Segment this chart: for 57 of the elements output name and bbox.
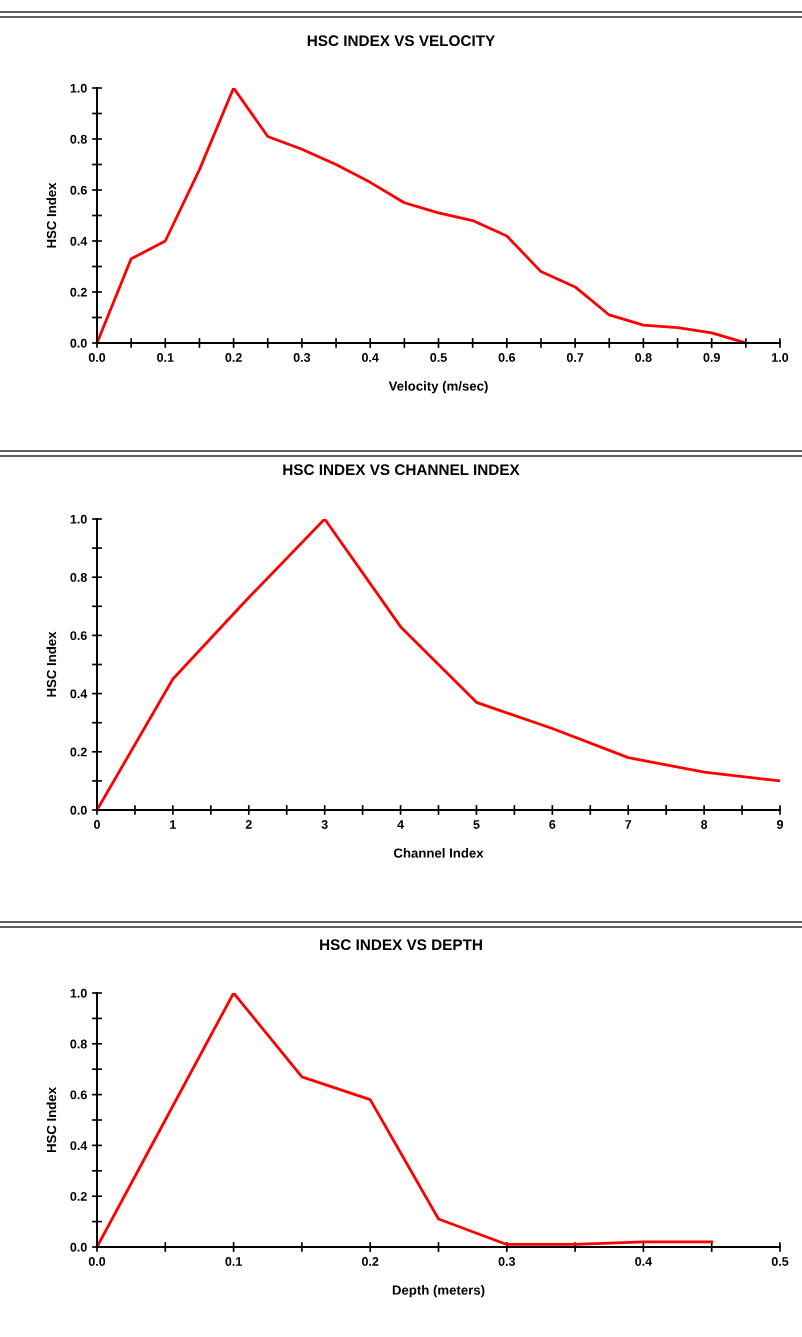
y-tick-label: 1.0	[70, 83, 87, 93]
chart-title: HSC INDEX VS CHANNEL INDEX	[283, 464, 520, 476]
x-tick-label: 0.5	[430, 353, 447, 362]
x-tick-label: 3	[321, 820, 328, 829]
y-tick-label: 0.6	[70, 631, 87, 641]
y-tick-label: 0.0	[70, 805, 87, 815]
x-tick-label: 0.6	[498, 353, 516, 362]
x-axis-title: Velocity (m/sec)	[388, 381, 488, 394]
y-tick-label: 0.8	[70, 1039, 87, 1049]
x-tick-label: 0.3	[498, 1257, 516, 1266]
x-tick-label: 1	[170, 820, 177, 829]
y-axis-title: HSC Index	[46, 631, 57, 697]
x-tick-label: 7	[625, 820, 632, 829]
y-tick-label: 0.4	[70, 689, 88, 699]
line-series	[97, 993, 714, 1247]
y-tick-label: 0.4	[70, 236, 88, 246]
y-axis-title: HSC Index	[46, 182, 57, 248]
x-tick-label: 0.3	[293, 353, 311, 362]
x-axis-title: Channel Index	[393, 848, 484, 858]
x-tick-label: 0.4	[635, 1257, 653, 1266]
y-tick-label: 0.0	[70, 1242, 87, 1252]
x-tick-label: 5	[473, 820, 480, 829]
x-tick-label: 0.4	[362, 353, 379, 362]
x-tick-label: 1.0	[772, 353, 789, 362]
x-tick-label: 0.1	[225, 1257, 242, 1266]
chart-title: HSC INDEX VS VELOCITY	[307, 35, 495, 47]
y-tick-label: 0.4	[70, 1141, 88, 1151]
y-tick-label: 0.6	[70, 185, 87, 195]
x-tick-label: 0.2	[225, 353, 242, 362]
y-tick-label: 1.0	[70, 514, 87, 524]
x-tick-label: 0.8	[635, 353, 652, 362]
y-tick-label: 0.8	[70, 134, 87, 144]
x-tick-label: 0.1	[157, 353, 174, 362]
x-tick-label: 2	[245, 820, 252, 829]
line-series	[97, 519, 780, 810]
y-tick-label: 0.2	[70, 287, 87, 297]
y-tick-label: 0.8	[70, 573, 87, 582]
x-tick-label: 0.0	[88, 353, 106, 362]
x-axis-title: Depth (meters)	[392, 1285, 485, 1298]
y-tick-label: 0.2	[70, 1192, 87, 1201]
line-series	[97, 88, 748, 343]
x-tick-label: 6	[549, 820, 556, 829]
x-tick-label: 0.0	[88, 1257, 106, 1266]
x-tick-label: 0	[94, 820, 100, 829]
y-tick-label: 0.6	[70, 1090, 87, 1100]
x-tick-label: 9	[776, 820, 784, 829]
y-axis-title: HSC Index	[46, 1087, 57, 1153]
y-tick-label: 1.0	[70, 988, 87, 998]
x-tick-label: 0.7	[566, 353, 584, 362]
x-tick-label: 0.5	[771, 1257, 789, 1266]
x-tick-label: 0.2	[362, 1257, 379, 1266]
chart-title: HSC INDEX VS DEPTH	[320, 939, 482, 951]
y-tick-label: 0.2	[70, 747, 87, 757]
x-tick-label: 4	[397, 820, 404, 829]
y-tick-label: 0.0	[70, 338, 87, 348]
x-tick-label: 0.9	[703, 353, 720, 362]
x-tick-label: 8	[701, 820, 708, 829]
